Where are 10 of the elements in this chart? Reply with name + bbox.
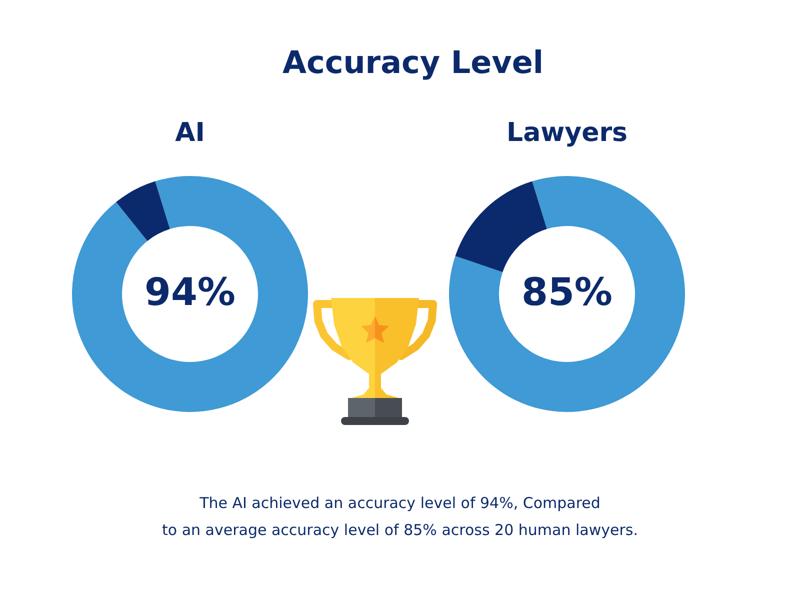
chart-title: Lawyers <box>506 118 628 148</box>
text: Accuracy Level <box>282 45 544 82</box>
donut-slice <box>449 176 685 412</box>
donut-slice <box>455 181 547 272</box>
donut-slice <box>72 176 308 412</box>
donut-slice <box>116 181 170 241</box>
data-label: 94% <box>144 270 236 314</box>
chart-title: AI <box>175 118 205 148</box>
data-label: 85% <box>522 270 612 314</box>
text: The AI achieved an accuracy level of 94%, Compared to an average accuracy level of 85% across 20 human lawyers. <box>162 493 638 541</box>
